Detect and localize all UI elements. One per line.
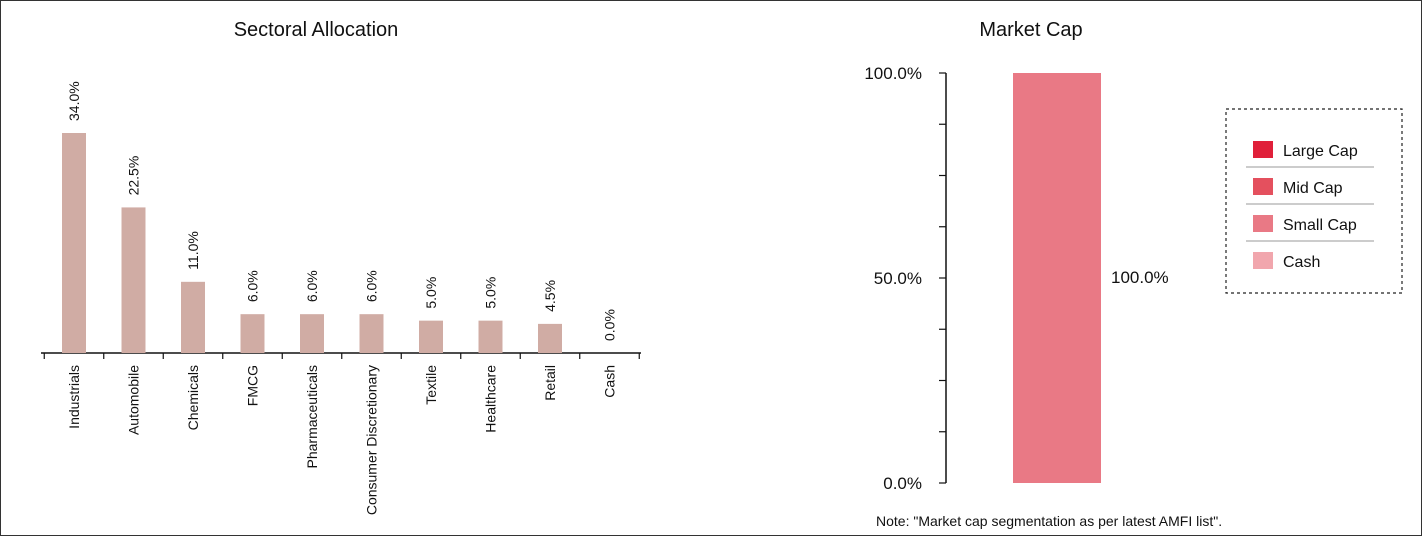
sector-value-label: 22.5%	[126, 156, 142, 196]
sector-value-label: 6.0%	[304, 270, 320, 302]
market-cap-y-tick-label: 0.0%	[883, 474, 922, 493]
legend-label: Small Cap	[1283, 217, 1357, 234]
market-cap-value-label: 100.0%	[1111, 268, 1169, 287]
sectoral-allocation-title: Sectoral Allocation	[234, 19, 399, 41]
sector-value-labels: 34.0% 22.5% 11.0% 6.0% 6.0% 6.0% 5.0% 5.0% 4.5% 0…	[66, 81, 618, 341]
sector-bar	[478, 320, 503, 353]
sector-category-labels: Industrials Automobile Chemicals FMCG Pharma…	[66, 365, 618, 515]
sector-value-label: 34.0%	[66, 81, 82, 121]
sector-value-label: 6.0%	[364, 270, 380, 302]
market-cap-title: Market Cap	[979, 19, 1082, 41]
sector-value-label: 4.5%	[542, 280, 558, 312]
sector-value-label: 11.0%	[185, 231, 201, 270]
sector-bar	[300, 314, 324, 353]
sector-category-label: Retail	[542, 365, 558, 401]
sector-category-label: Textile	[423, 365, 439, 405]
sector-value-label: 5.0%	[423, 277, 439, 309]
sector-value-label: 6.0%	[245, 270, 261, 302]
sector-category-label: Healthcare	[483, 365, 499, 433]
legend-swatch	[1253, 252, 1273, 269]
sectoral-allocation-chart: Sectoral Allocation 34.0% 22.5% 11.0% 6.0% 6…	[41, 19, 641, 515]
market-cap-legend: Large Cap Mid Cap Small Cap Cash	[1246, 141, 1374, 271]
market-cap-note: Note: "Market cap segmentation as per la…	[876, 513, 1222, 529]
sector-bar	[62, 133, 86, 353]
legend-swatch	[1253, 215, 1273, 232]
sector-bars	[43, 133, 640, 359]
sector-value-label: 0.0%	[602, 309, 618, 341]
market-cap-y-tick-label: 100.0%	[864, 64, 922, 83]
sector-bar	[181, 281, 205, 353]
sector-category-label: Consumer Discretionary	[364, 365, 380, 515]
legend-label: Cash	[1283, 254, 1320, 271]
sector-category-label: Chemicals	[185, 365, 201, 430]
sector-value-label: 5.0%	[483, 277, 499, 309]
sector-category-label: Pharmaceuticals	[304, 365, 320, 469]
legend-swatch	[1253, 141, 1273, 158]
legend-label: Mid Cap	[1283, 180, 1343, 197]
sector-bar	[121, 207, 146, 353]
market-cap-chart: Market Cap 0.0% 50.0% 100.0% 100.0% Large …	[864, 19, 1403, 529]
sector-category-label: Automobile	[126, 365, 142, 435]
market-cap-bar	[1013, 73, 1101, 483]
market-cap-bars	[1013, 73, 1101, 483]
market-cap-y-tick-label: 50.0%	[874, 269, 922, 288]
sector-bar	[359, 314, 384, 353]
sector-bar	[240, 314, 265, 353]
sector-category-label: Industrials	[66, 365, 82, 429]
legend-label: Large Cap	[1283, 143, 1358, 160]
sector-category-label: Cash	[602, 365, 618, 398]
sector-category-label: FMCG	[245, 365, 261, 406]
sector-bar	[419, 320, 443, 353]
sector-bar	[538, 323, 562, 353]
legend-swatch	[1253, 178, 1273, 195]
market-cap-y-ticks: 0.0% 50.0% 100.0%	[864, 64, 946, 493]
